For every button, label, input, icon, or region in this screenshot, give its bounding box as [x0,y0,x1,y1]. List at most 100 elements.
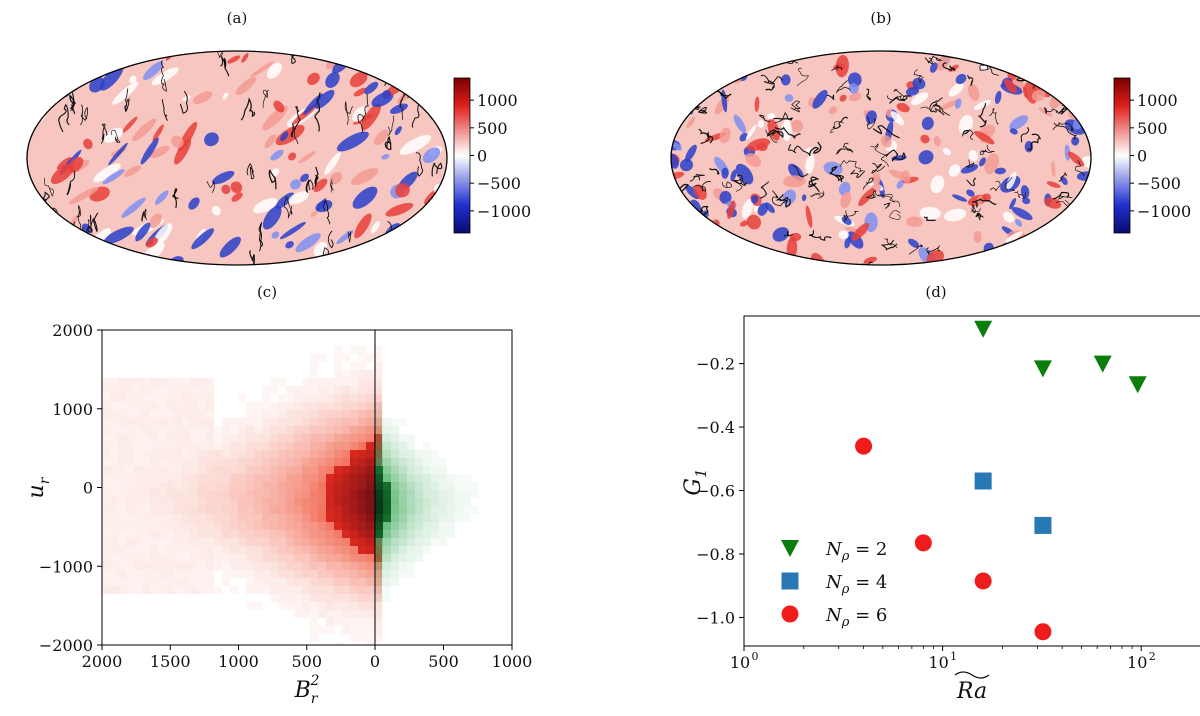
map-b-contour-line [671,103,675,112]
histogram-ytick-label: 2000 [52,321,93,340]
scatter-point [1034,623,1052,641]
map-b-field-blob [849,92,862,102]
map-b-contour-line [792,165,809,177]
histogram-bin-negative [230,522,238,530]
histogram-bin-negative [342,498,350,506]
histogram-bin-negative [166,378,174,386]
histogram-bin-negative [134,402,142,410]
histogram-bin-negative [358,434,366,442]
histogram-bin-negative [342,522,350,530]
histogram-bin-negative [366,378,374,386]
histogram-bin-negative [278,490,286,498]
histogram-bin-negative [310,442,318,450]
histogram-bin-negative [206,410,214,418]
histogram-bin-negative [206,482,214,490]
histogram-bin-negative [278,514,286,522]
histogram-bin-negative [318,386,326,394]
map-a-field-blob [389,103,408,115]
histogram-bin-negative [326,594,334,602]
histogram-bin-negative [238,570,246,578]
histogram-bin-positive [423,474,431,482]
histogram-bin-positive [383,514,391,522]
histogram-bin-negative [350,538,358,546]
histogram-bin-negative [310,562,318,570]
map-a-field-blob [152,124,164,142]
map-b-field-blob [942,147,952,156]
histogram-bin-negative [206,378,214,386]
histogram-bin-positive [391,474,399,482]
histogram-xtick-label: 500 [428,652,459,671]
scatter-xtick-exponent: 0 [752,650,759,663]
map-a-contour-line [58,103,70,133]
histogram-bin-negative [318,466,326,474]
map-b-field-blob [1077,83,1086,92]
histogram-bin-negative [254,474,262,482]
histogram-bin-negative [358,458,366,466]
map-b-contour-line [689,173,705,182]
map-b-field-blob [943,208,967,222]
histogram-bin-negative [110,466,118,474]
histogram-bin-negative [174,546,182,554]
histogram-bin-positive [407,554,415,562]
histogram-bin-positive [399,530,407,538]
histogram-bin-negative [278,578,286,586]
histogram-bin-negative [286,426,294,434]
map-b-field-blob [906,216,923,227]
histogram-bin-negative [142,418,150,426]
map-b-contour-line [808,141,822,157]
histogram-bin-negative [254,450,262,458]
histogram-bin-negative [198,418,206,426]
scatter-xtick-label: 10 [1127,653,1147,672]
histogram-bin-negative [326,434,334,442]
map-b-contour-line [889,96,908,104]
histogram-bin-negative [118,466,126,474]
histogram-bin-negative [134,538,142,546]
histogram-bin-negative [262,570,270,578]
histogram-bin-negative [350,570,358,578]
map-b-field-blob [901,170,911,184]
map-b-field-blob [719,239,732,251]
histogram-bin-negative [294,426,302,434]
histogram-bin-negative [366,610,374,618]
histogram-bin-negative [198,554,206,562]
histogram-bin-negative [262,450,270,458]
histogram-bin-negative [230,586,238,594]
map-b-contour-line [989,108,999,125]
histogram-bin-negative [118,442,126,450]
histogram-bin-positive [431,474,439,482]
map-a-field-blob [270,149,284,161]
histogram-bin-negative [262,458,270,466]
map-a-field-blob [188,197,200,210]
histogram-bin-negative [310,410,318,418]
histogram-bin-negative [238,466,246,474]
histogram-bin-negative [246,466,254,474]
histogram-bin-negative [262,386,270,394]
histogram-bin-negative [158,498,166,506]
histogram-bin-negative [222,506,230,514]
histogram-bin-negative [294,418,302,426]
colorbar-a-tick-label: 0 [477,147,487,166]
histogram-bin-negative [142,506,150,514]
map-b-contour-line [774,111,788,124]
histogram-bin-negative [206,450,214,458]
histogram-bin-positive [415,482,423,490]
histogram-bin-negative [318,402,326,410]
histogram-bin-negative [150,442,158,450]
map-a-field-blob [50,225,68,254]
histogram-bin-negative [182,562,190,570]
histogram-bin-negative [318,474,326,482]
map-b-field-blob [671,220,683,232]
histogram-bin-negative [126,402,134,410]
histogram-bin-negative [102,586,110,594]
histogram-bin-negative [134,410,142,418]
histogram-bin-negative [134,514,142,522]
histogram-bin-negative [174,562,182,570]
histogram-bin-negative [286,418,294,426]
histogram-bin-negative [262,490,270,498]
map-a-field-blob [149,213,163,229]
map-a-field-blob [45,231,59,247]
histogram-bin-negative [142,586,150,594]
histogram-bin-negative [310,570,318,578]
histogram-bin-negative [198,490,206,498]
histogram-bin-positive [407,530,415,538]
